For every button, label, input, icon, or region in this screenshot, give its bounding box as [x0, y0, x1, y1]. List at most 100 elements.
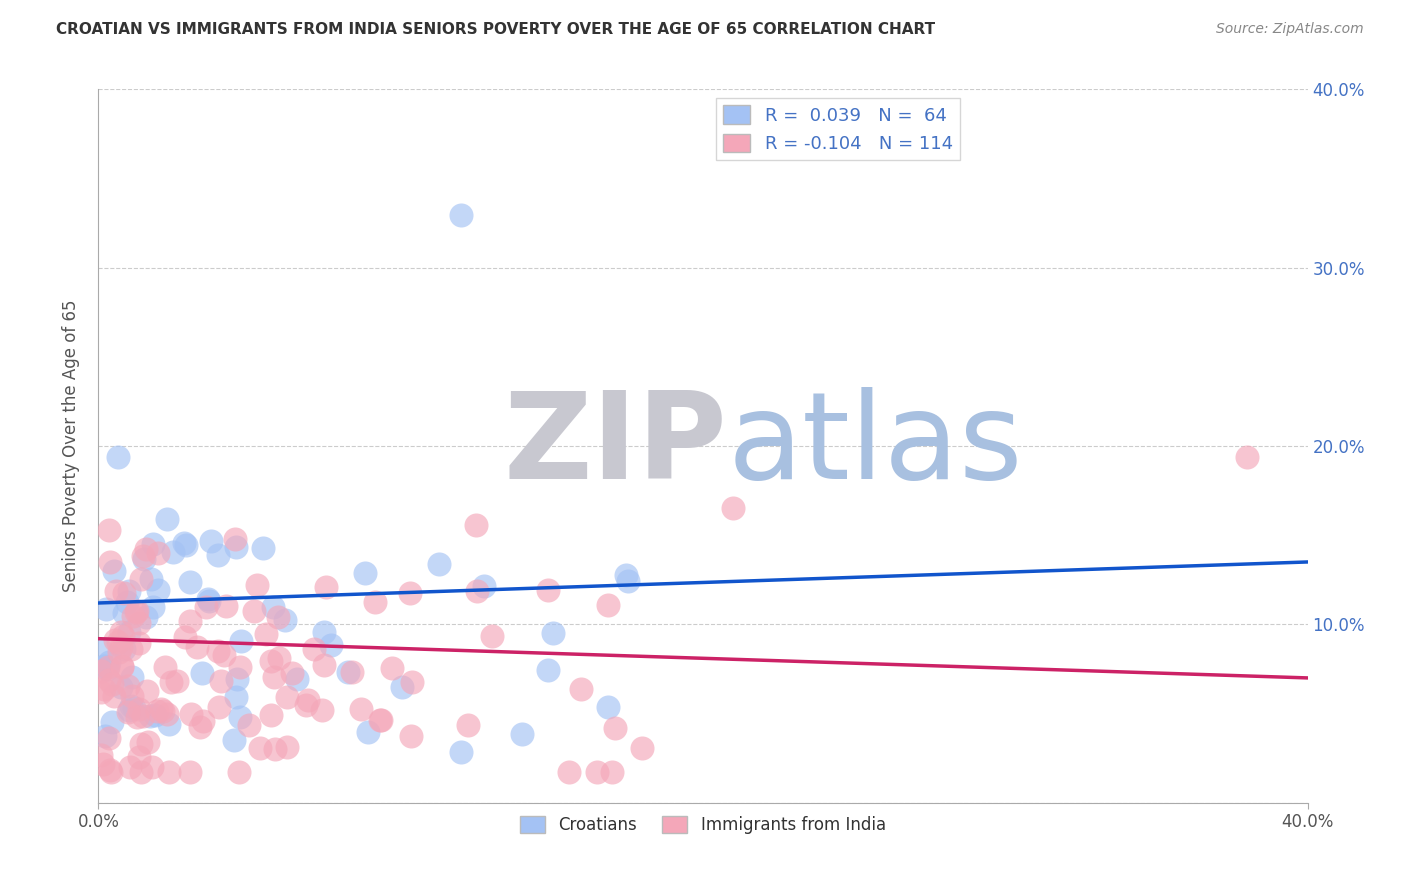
Point — [117, 705, 139, 719]
Point — [295, 698, 318, 712]
Point — [297, 693, 319, 707]
Point — [276, 739, 298, 754]
Point — [207, 549, 229, 563]
Point — [118, 703, 141, 717]
Point — [145, 704, 167, 718]
Point — [112, 629, 135, 643]
Point — [273, 614, 295, 628]
Point — [97, 655, 120, 669]
Point — [238, 717, 260, 731]
Point — [304, 642, 326, 657]
Point — [398, 586, 420, 600]
Point — [129, 737, 152, 751]
Point — [225, 690, 247, 705]
Point — [159, 675, 181, 690]
Point — [115, 595, 138, 609]
Point — [319, 638, 342, 652]
Point — [125, 604, 148, 618]
Point — [315, 580, 337, 594]
Point — [135, 610, 157, 624]
Point — [90, 643, 112, 657]
Point — [512, 726, 534, 740]
Point — [128, 636, 150, 650]
Point — [267, 610, 290, 624]
Point — [721, 501, 744, 516]
Point — [112, 607, 135, 621]
Point — [118, 625, 141, 640]
Point — [614, 568, 637, 582]
Point — [142, 599, 165, 614]
Point — [150, 702, 173, 716]
Point — [350, 701, 373, 715]
Point — [98, 673, 121, 687]
Point — [97, 731, 120, 745]
Point — [141, 759, 163, 773]
Point — [1236, 450, 1258, 464]
Point — [108, 644, 131, 658]
Point — [311, 704, 333, 718]
Point — [267, 650, 290, 665]
Point — [94, 602, 117, 616]
Point — [112, 585, 135, 599]
Point — [262, 599, 284, 614]
Point — [226, 672, 249, 686]
Point — [179, 615, 201, 629]
Point — [401, 674, 423, 689]
Point — [143, 707, 166, 722]
Point — [314, 658, 336, 673]
Point — [110, 680, 132, 694]
Point — [467, 584, 489, 599]
Point — [596, 699, 619, 714]
Point — [190, 665, 212, 680]
Point — [128, 750, 150, 764]
Point — [543, 626, 565, 640]
Point — [391, 681, 413, 695]
Point — [146, 546, 169, 560]
Legend: Croatians, Immigrants from India: Croatians, Immigrants from India — [513, 809, 893, 841]
Point — [112, 642, 135, 657]
Point — [207, 644, 229, 658]
Point — [98, 524, 121, 538]
Point — [136, 735, 159, 749]
Point — [537, 582, 560, 597]
Point — [142, 537, 165, 551]
Point — [93, 658, 115, 673]
Point — [157, 716, 180, 731]
Point — [100, 764, 122, 779]
Point — [174, 538, 197, 552]
Point — [450, 745, 472, 759]
Point — [179, 574, 201, 589]
Point — [104, 584, 127, 599]
Point — [101, 677, 124, 691]
Text: Source: ZipAtlas.com: Source: ZipAtlas.com — [1216, 22, 1364, 37]
Point — [558, 764, 581, 779]
Point — [259, 707, 281, 722]
Point — [162, 545, 184, 559]
Point — [195, 599, 218, 614]
Point — [156, 706, 179, 721]
Point — [631, 741, 654, 756]
Point — [129, 764, 152, 779]
Point — [90, 664, 112, 678]
Point — [368, 713, 391, 727]
Point — [180, 706, 202, 721]
Point — [101, 715, 124, 730]
Point — [357, 724, 380, 739]
Point — [191, 714, 214, 728]
Point — [93, 681, 115, 696]
Point — [124, 701, 146, 715]
Point — [224, 533, 246, 547]
Point — [287, 672, 309, 686]
Point — [569, 682, 592, 697]
Point — [197, 591, 219, 606]
Point — [121, 609, 143, 624]
Point — [457, 718, 479, 732]
Point — [249, 740, 271, 755]
Point — [117, 679, 139, 693]
Point — [354, 566, 377, 581]
Point — [370, 713, 392, 727]
Point — [155, 660, 177, 674]
Point — [110, 624, 132, 639]
Point — [229, 660, 252, 674]
Point — [107, 635, 129, 649]
